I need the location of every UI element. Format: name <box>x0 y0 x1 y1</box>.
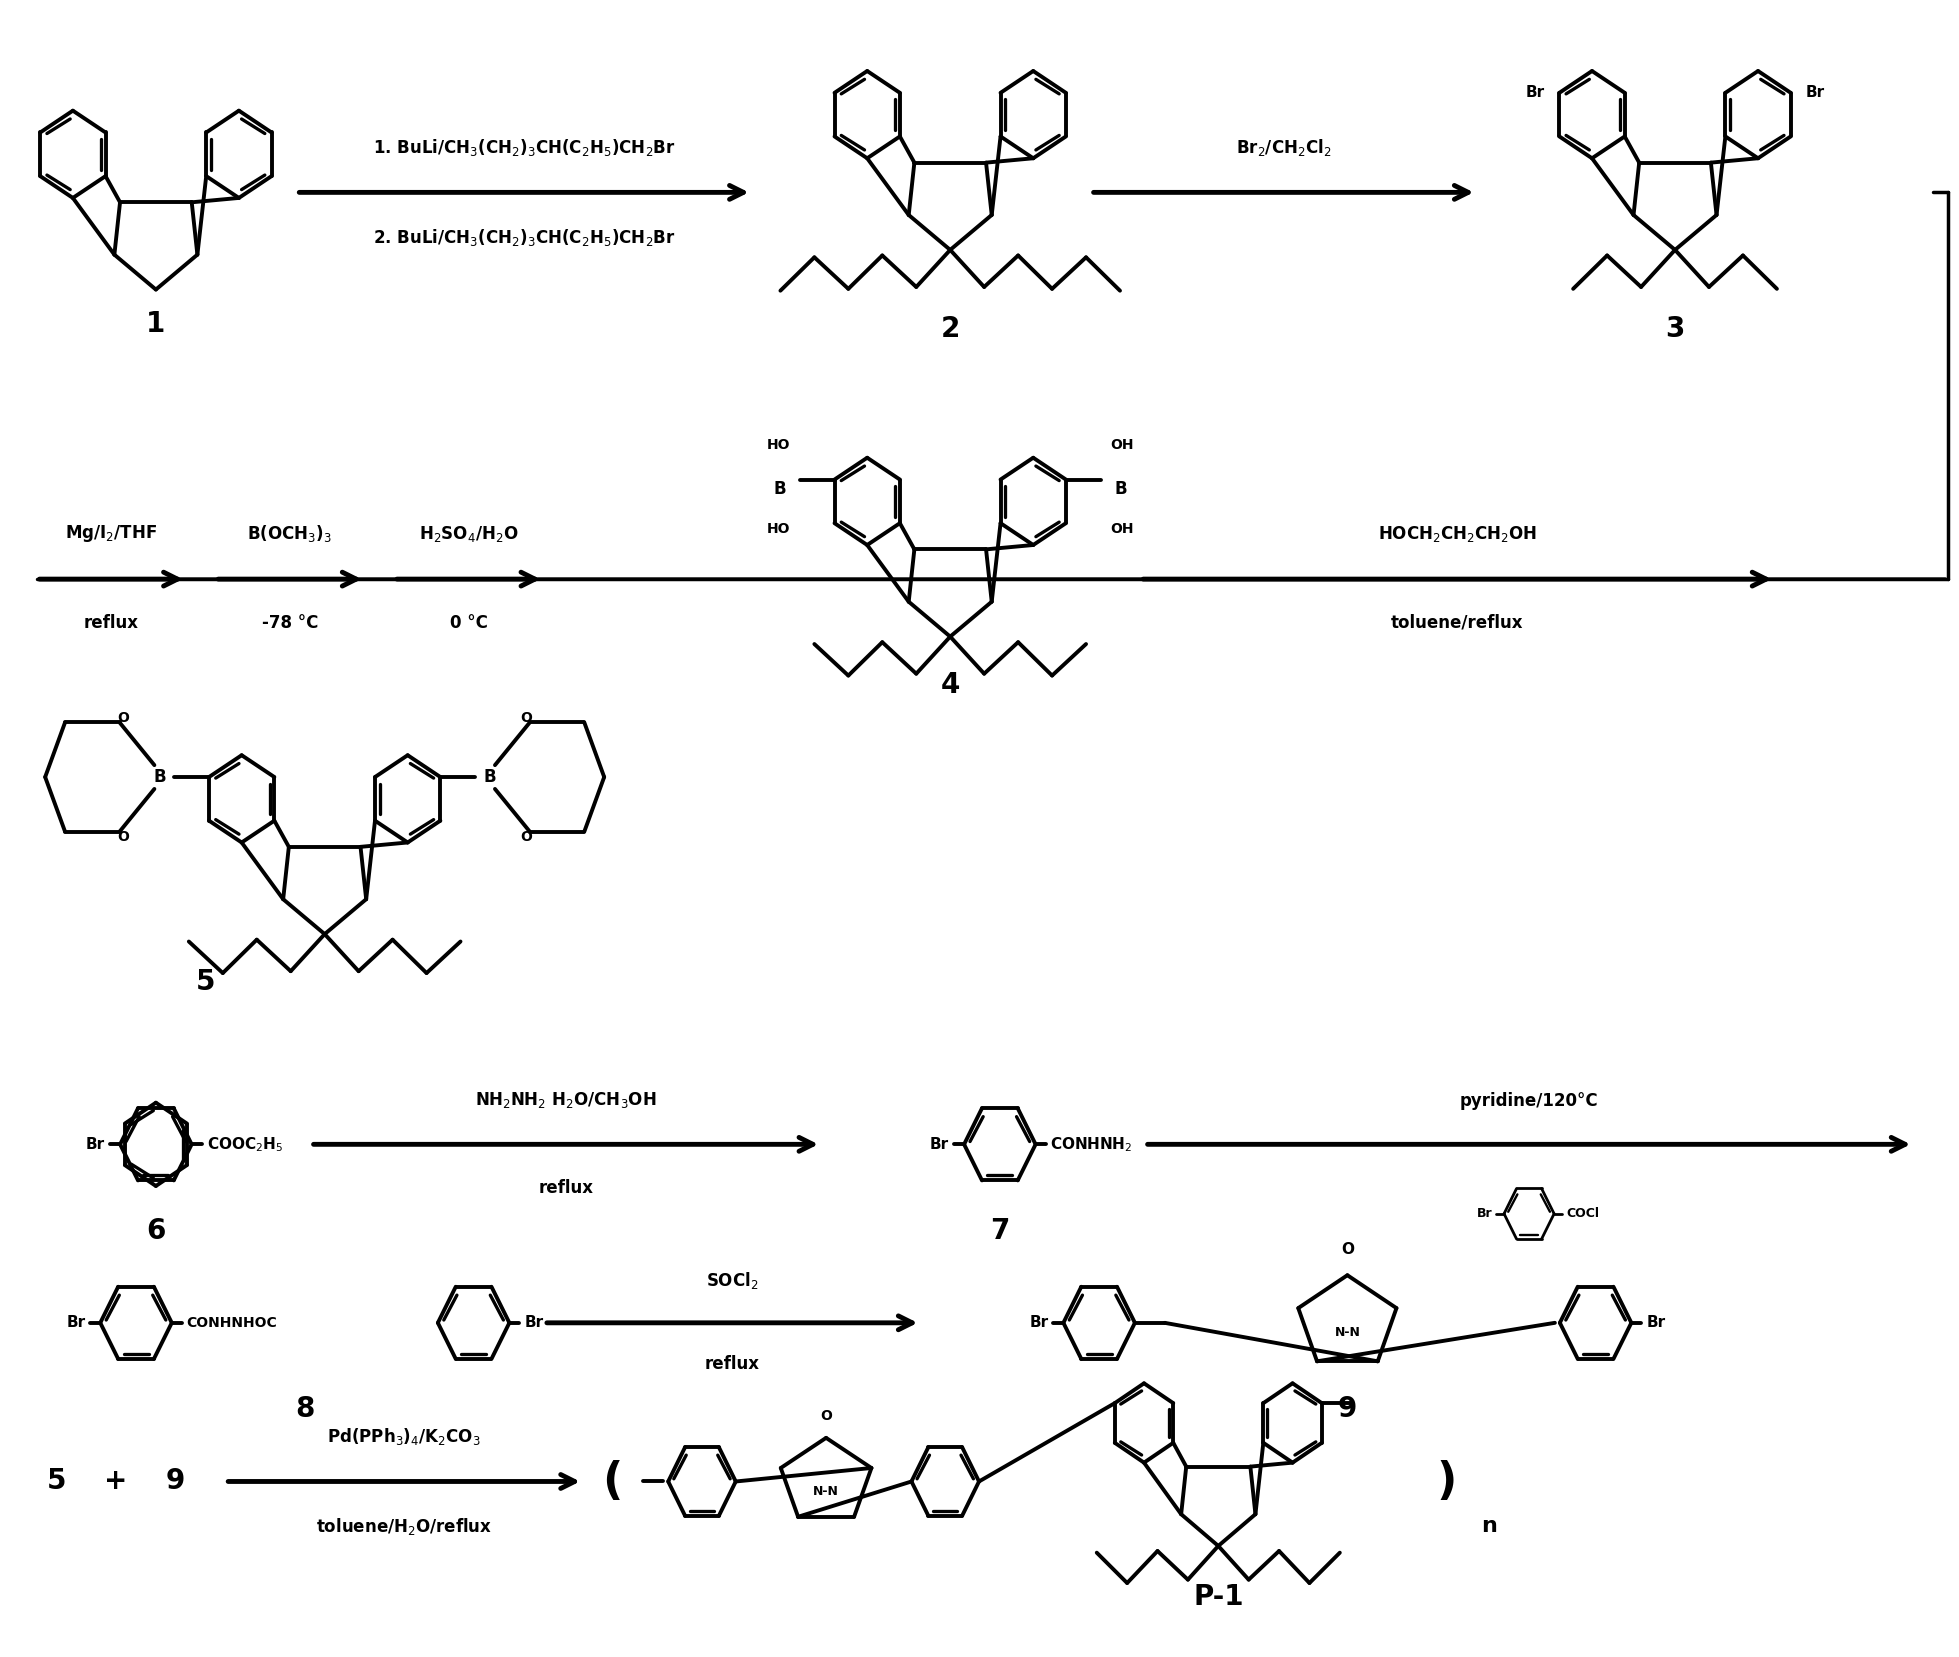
Text: 9: 9 <box>167 1468 186 1496</box>
Text: O: O <box>1340 1243 1354 1258</box>
Text: -78 °C: -78 °C <box>263 613 317 631</box>
Text: Br: Br <box>86 1137 106 1152</box>
Text: 3: 3 <box>1665 315 1685 343</box>
Text: toluene/reflux: toluene/reflux <box>1391 613 1524 631</box>
Text: NH$_2$NH$_2$ H$_2$O/CH$_3$OH: NH$_2$NH$_2$ H$_2$O/CH$_3$OH <box>476 1090 656 1110</box>
Text: Br: Br <box>1477 1208 1493 1220</box>
Text: B: B <box>774 481 786 499</box>
Text: n: n <box>1481 1516 1497 1536</box>
Text: Br: Br <box>1646 1316 1665 1331</box>
Text: Br: Br <box>525 1316 543 1331</box>
Text: 2. BuLi/CH$_3$(CH$_2$)$_3$CH(C$_2$H$_5$)CH$_2$Br: 2. BuLi/CH$_3$(CH$_2$)$_3$CH(C$_2$H$_5$)… <box>372 227 676 249</box>
Text: N-N: N-N <box>813 1485 838 1498</box>
Text: 2: 2 <box>940 315 960 343</box>
Text: O: O <box>118 830 129 843</box>
Text: +: + <box>104 1468 127 1496</box>
Text: CONHNH$_2$: CONHNH$_2$ <box>1050 1135 1132 1153</box>
Text: HO: HO <box>766 522 789 537</box>
Text: 1: 1 <box>147 310 165 338</box>
Text: 1. BuLi/CH$_3$(CH$_2$)$_3$CH(C$_2$H$_5$)CH$_2$Br: 1. BuLi/CH$_3$(CH$_2$)$_3$CH(C$_2$H$_5$)… <box>372 136 676 157</box>
Text: pyridine/120°C: pyridine/120°C <box>1459 1092 1599 1110</box>
Text: ): ) <box>1436 1460 1457 1503</box>
Text: O: O <box>519 830 531 843</box>
Text: 5: 5 <box>47 1468 67 1496</box>
Text: B: B <box>484 769 496 785</box>
Text: 0 °C: 0 °C <box>451 613 488 631</box>
Text: toluene/H$_2$O/reflux: toluene/H$_2$O/reflux <box>315 1516 492 1538</box>
Text: OH: OH <box>1111 522 1134 537</box>
Text: HOCH$_2$CH$_2$CH$_2$OH: HOCH$_2$CH$_2$CH$_2$OH <box>1377 524 1538 545</box>
Text: Br: Br <box>67 1316 86 1331</box>
Text: Br: Br <box>1028 1316 1048 1331</box>
Text: Pd(PPh$_3$)$_4$/K$_2$CO$_3$: Pd(PPh$_3$)$_4$/K$_2$CO$_3$ <box>327 1425 482 1447</box>
Text: H$_2$SO$_4$/H$_2$O: H$_2$SO$_4$/H$_2$O <box>419 524 519 545</box>
Text: COOC$_2$H$_5$: COOC$_2$H$_5$ <box>206 1135 282 1153</box>
Text: reflux: reflux <box>539 1180 594 1196</box>
Text: COCl: COCl <box>1565 1208 1599 1220</box>
Text: Br: Br <box>931 1137 950 1152</box>
Text: CONHNHOC: CONHNHOC <box>186 1316 278 1331</box>
Text: P-1: P-1 <box>1193 1582 1244 1611</box>
Text: Br: Br <box>1806 85 1824 101</box>
Text: HO: HO <box>766 437 789 452</box>
Text: N-N: N-N <box>1334 1326 1360 1339</box>
Text: O: O <box>519 711 531 724</box>
Text: SOCl$_2$: SOCl$_2$ <box>705 1269 758 1291</box>
Text: B: B <box>1115 481 1126 499</box>
Text: (: ( <box>603 1460 623 1503</box>
Text: 4: 4 <box>940 671 960 699</box>
Text: reflux: reflux <box>84 613 139 631</box>
Text: Br$_2$/CH$_2$Cl$_2$: Br$_2$/CH$_2$Cl$_2$ <box>1236 136 1332 157</box>
Text: Br: Br <box>1526 85 1544 101</box>
Text: 9: 9 <box>1338 1395 1358 1423</box>
Text: 8: 8 <box>296 1395 315 1423</box>
Text: 5: 5 <box>196 968 215 996</box>
Text: OH: OH <box>1111 437 1134 452</box>
Text: 7: 7 <box>989 1216 1009 1244</box>
Text: O: O <box>118 711 129 724</box>
Text: B: B <box>153 769 167 785</box>
Text: Mg/I$_2$/THF: Mg/I$_2$/THF <box>65 524 157 545</box>
Text: O: O <box>821 1408 833 1423</box>
Text: 6: 6 <box>147 1216 167 1244</box>
Text: reflux: reflux <box>705 1354 760 1372</box>
Text: B(OCH$_3$)$_3$: B(OCH$_3$)$_3$ <box>247 524 333 545</box>
